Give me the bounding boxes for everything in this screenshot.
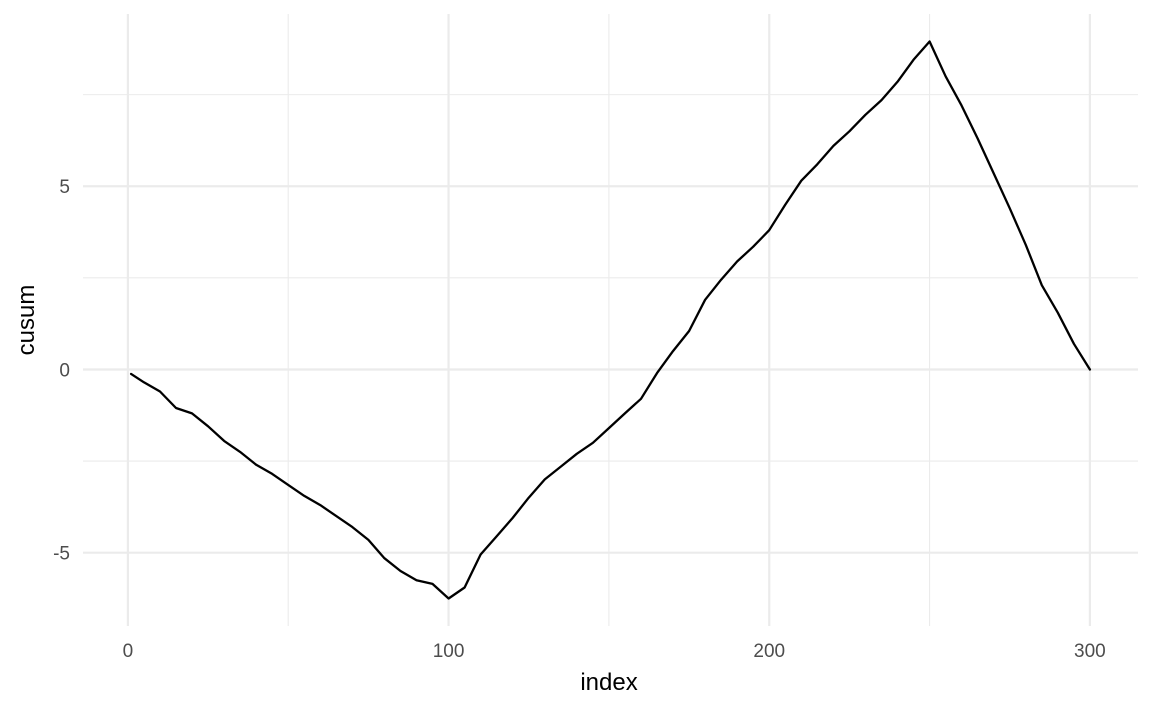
series-group [129, 40, 1092, 600]
y-axis-title: cusum [13, 285, 40, 356]
x-tick-label: 0 [123, 641, 134, 662]
x-tick-label: 100 [433, 641, 465, 662]
minor-gridlines [83, 14, 1138, 626]
x-tick-label: 200 [753, 641, 785, 662]
y-tick-labels: -5 0 5 [53, 177, 70, 564]
major-gridlines [83, 14, 1138, 626]
cusum-series-line [129, 40, 1092, 600]
x-axis-title: index [580, 669, 637, 696]
y-tick-label: -5 [53, 544, 70, 565]
x-tick-labels: 0 100 200 300 [123, 641, 1106, 662]
y-tick-label: 0 [59, 360, 70, 381]
y-tick-label: 5 [59, 177, 70, 198]
x-tick-label: 300 [1074, 641, 1106, 662]
